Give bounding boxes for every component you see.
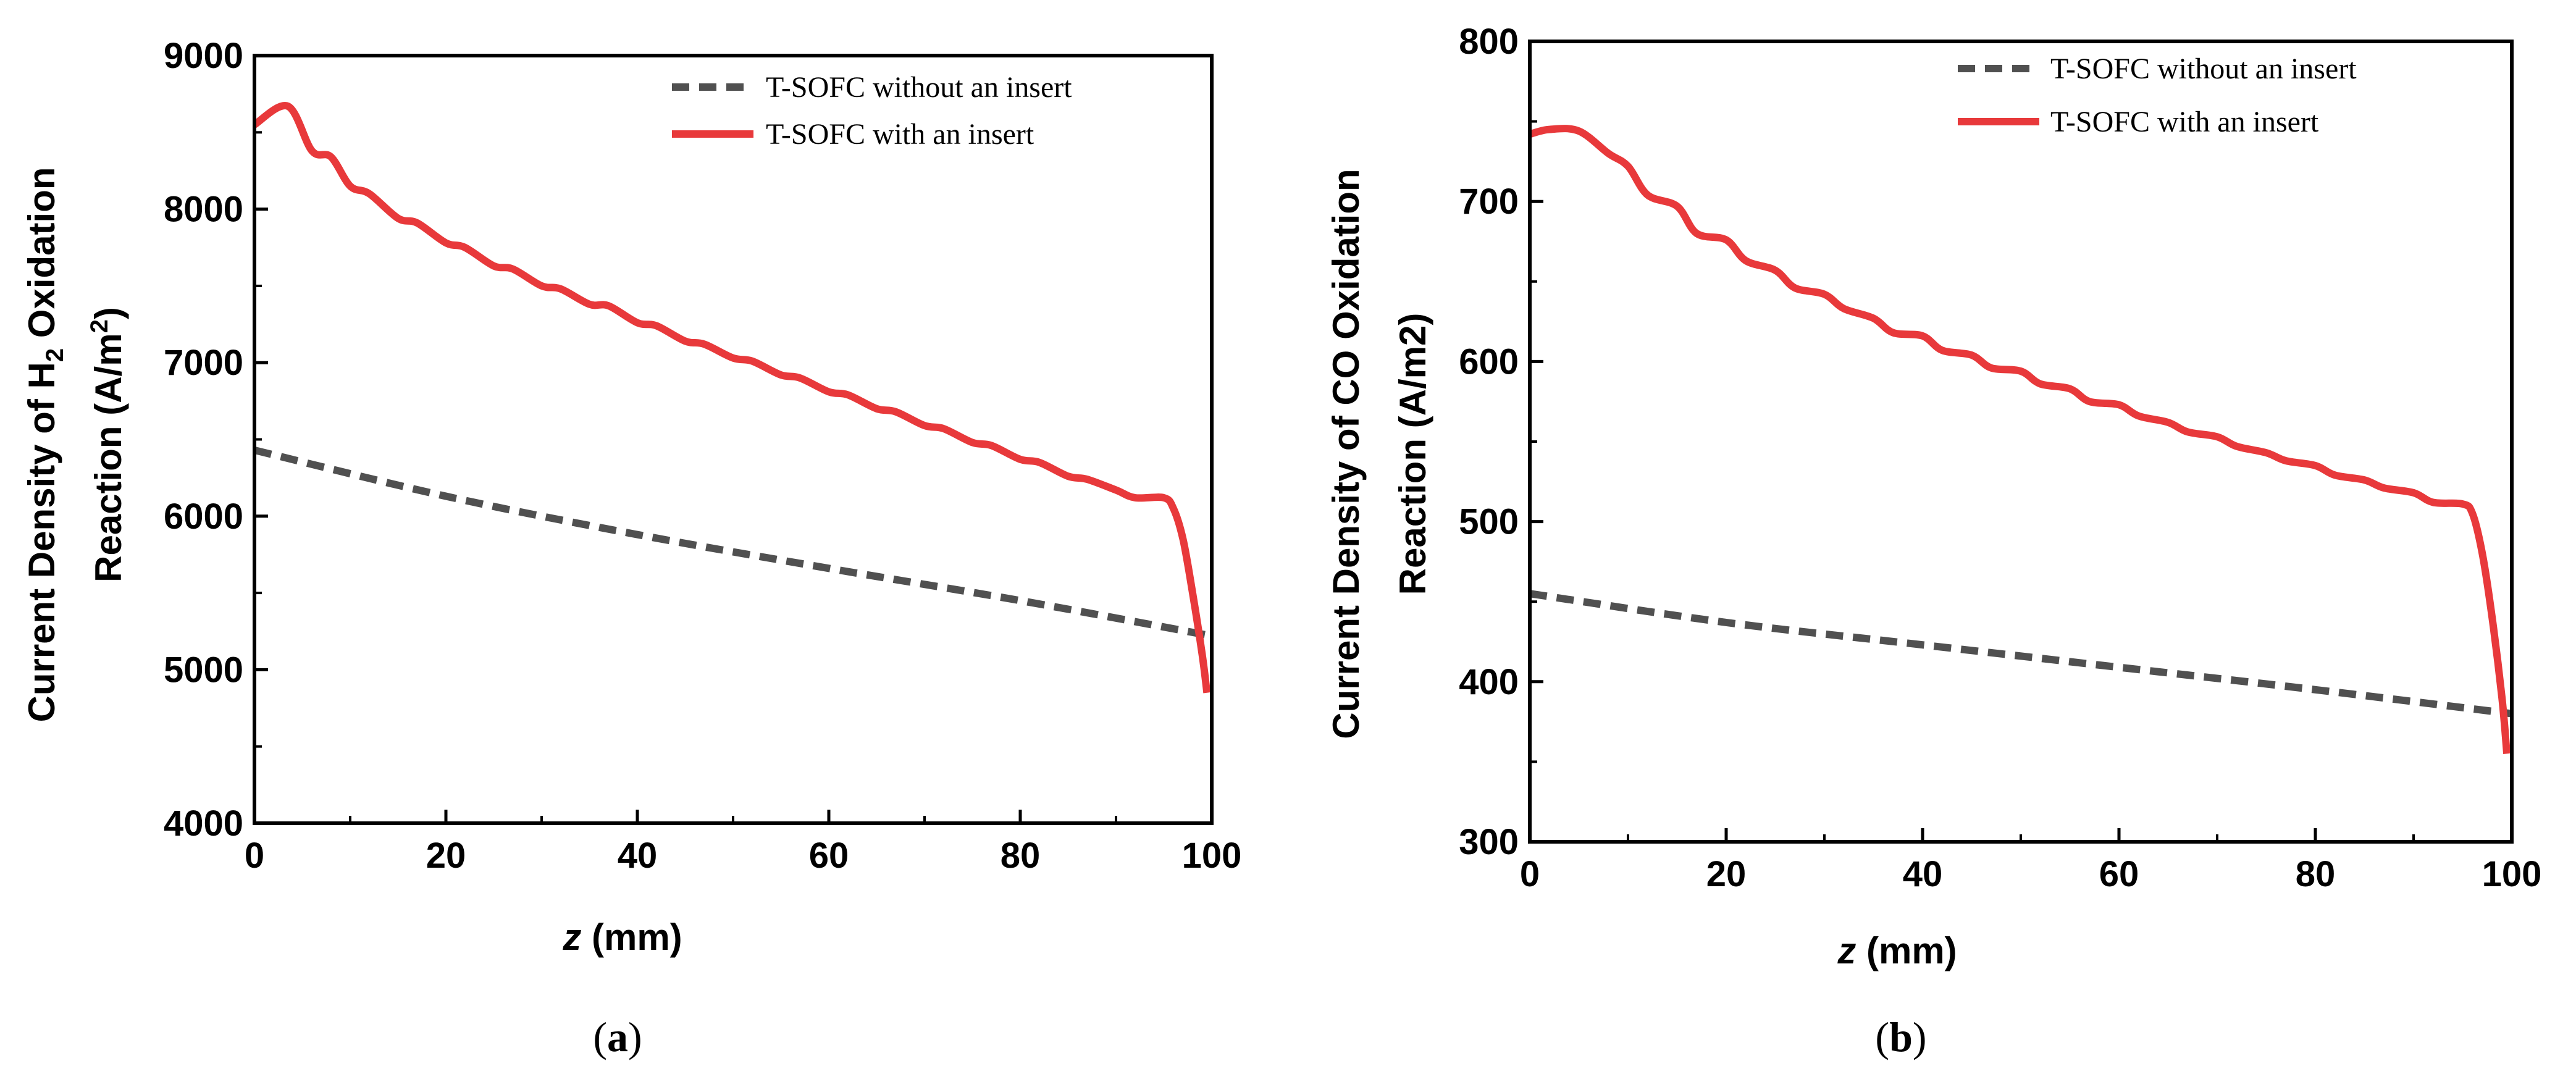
panel-a-caption: (a) bbox=[593, 1013, 642, 1060]
legend-label-without-insert: T-SOFC without an insert bbox=[2050, 52, 2357, 85]
y-title-a2-sup: 2 bbox=[86, 319, 113, 333]
x-axis-variable: z bbox=[1837, 930, 1856, 971]
x-tick-label: 60 bbox=[2099, 854, 2139, 894]
x-axis-unit: (mm) bbox=[1856, 930, 1957, 971]
x-tick-label: 0 bbox=[245, 836, 264, 876]
x-tick-label: 20 bbox=[426, 836, 466, 876]
panel-b-ticks: 0 20 40 60 80 100 300 400 500 600 700 800 bbox=[1459, 22, 2541, 894]
y-title-a2-post: ) bbox=[88, 307, 129, 319]
panel-a-plot-area bbox=[252, 102, 1213, 694]
panel-a-x-axis-title: z (mm) bbox=[562, 916, 682, 958]
panel-a-y-axis-title-line2: Reaction (A/m2) bbox=[86, 307, 129, 582]
legend-label-without-insert: T-SOFC without an insert bbox=[766, 71, 1072, 104]
x-tick-label: 100 bbox=[2482, 854, 2542, 894]
x-axis-variable: z bbox=[562, 916, 581, 958]
y-title-a2-pre: Reaction (A/m bbox=[88, 333, 129, 582]
y-tick-label: 700 bbox=[1459, 182, 1519, 222]
panel-b-x-axis-title: z (mm) bbox=[1837, 930, 1957, 971]
x-tick-label: 80 bbox=[2296, 854, 2336, 894]
legend-label-with-insert: T-SOFC with an insert bbox=[2050, 106, 2319, 138]
y-title-a1-pre: Current Density of H bbox=[21, 362, 62, 722]
panel-a-ticks: 0 20 40 60 80 100 4000 5000 6000 7000 8000 9000 bbox=[164, 36, 1241, 876]
y-tick-label: 6000 bbox=[164, 497, 243, 537]
series-line-without-insert bbox=[253, 447, 1213, 640]
panel-a-letter: a bbox=[607, 1013, 628, 1060]
legend-label-with-insert: T-SOFC with an insert bbox=[766, 118, 1034, 151]
panel-b-y-axis-title-line2: Reaction (A/m2) bbox=[1392, 313, 1433, 595]
x-tick-label: 100 bbox=[1182, 836, 1242, 876]
panel-b-frame bbox=[1528, 40, 2514, 844]
y-tick-label: 600 bbox=[1459, 342, 1519, 382]
x-tick-label: 60 bbox=[809, 836, 849, 876]
panel-b-letter: b bbox=[1889, 1013, 1913, 1060]
series-line-without-insert bbox=[1529, 590, 2512, 718]
panel-b-plot-area bbox=[1529, 125, 2512, 754]
y-tick-label: 9000 bbox=[164, 36, 243, 76]
y-tick-label: 400 bbox=[1459, 662, 1519, 702]
panel-a-frame bbox=[253, 54, 1214, 825]
x-tick-label: 40 bbox=[618, 836, 658, 876]
x-tick-label: 20 bbox=[1706, 854, 1747, 894]
x-tick-label: 0 bbox=[1520, 854, 1540, 894]
panel-a: 0 20 40 60 80 100 4000 5000 6000 7000 8000 9000 T-S… bbox=[21, 36, 1241, 1060]
panel-a-y-axis-title-line1: Current Density of H2 Oxidation bbox=[21, 167, 69, 723]
y-title-a1-sub: 2 bbox=[41, 348, 69, 362]
panel-a-legend: T-SOFC without an insert T-SOFC with an … bbox=[672, 71, 1072, 151]
panel-b: 0 20 40 60 80 100 300 400 500 600 700 800 T-SOFC wi… bbox=[1325, 22, 2541, 1060]
panel-b-caption: (b) bbox=[1875, 1013, 1926, 1060]
y-tick-label: 8000 bbox=[164, 190, 243, 230]
y-tick-label: 5000 bbox=[164, 650, 243, 690]
y-tick-label: 7000 bbox=[164, 343, 243, 383]
panel-b-legend: T-SOFC without an insert T-SOFC with an … bbox=[1958, 52, 2357, 138]
x-tick-label: 40 bbox=[1903, 854, 1943, 894]
panel-b-y-axis-title-line1: Current Density of CO Oxidation bbox=[1325, 169, 1367, 739]
y-tick-label: 300 bbox=[1459, 822, 1519, 862]
y-title-a1-post: Oxidation bbox=[21, 167, 62, 348]
y-tick-label: 4000 bbox=[164, 803, 243, 844]
x-axis-unit: (mm) bbox=[581, 916, 682, 958]
x-tick-label: 80 bbox=[1001, 836, 1041, 876]
series-line-with-insert bbox=[1529, 125, 2511, 754]
y-tick-label: 500 bbox=[1459, 502, 1519, 542]
y-tick-label: 800 bbox=[1459, 22, 1519, 62]
series-line-with-insert bbox=[252, 102, 1211, 694]
